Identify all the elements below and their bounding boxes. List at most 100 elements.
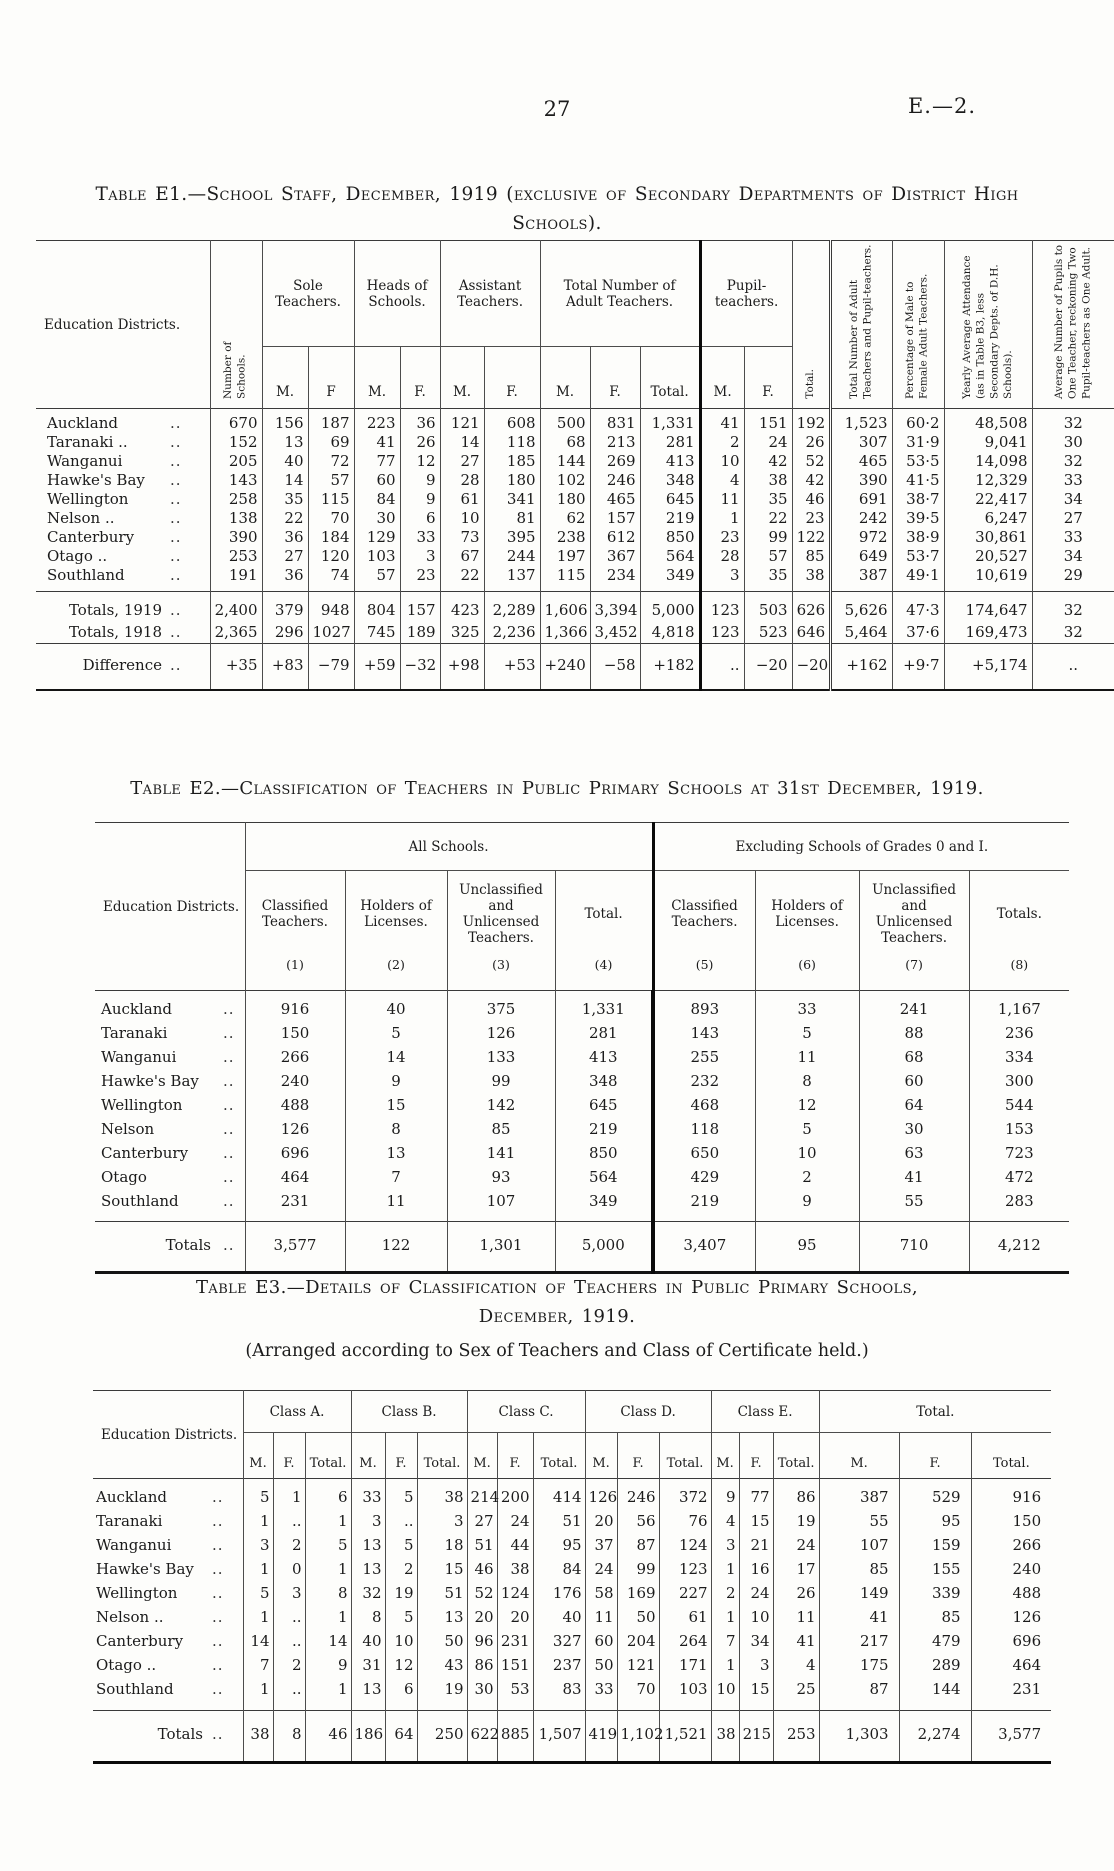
cell: 1,331: [639, 408, 701, 432]
cell: 33: [350, 1478, 386, 1509]
cell: 149: [818, 1581, 900, 1605]
cell: 269: [589, 451, 641, 470]
column-header: Total.: [970, 1432, 1052, 1479]
cell: Wellington: [47, 489, 129, 508]
cell: ..: [212, 1680, 224, 1698]
cell: 151: [496, 1653, 534, 1677]
column-header: Total.: [532, 1432, 586, 1479]
column-header: F: [307, 346, 355, 409]
cell: ..: [212, 1584, 224, 1602]
cell: 176: [532, 1581, 586, 1605]
cell: 85: [898, 1605, 972, 1629]
table-e3-subtitle: (Arranged according to Sex of Teachers a…: [245, 1341, 869, 1361]
cell: 73: [439, 527, 485, 546]
cell: 253: [772, 1710, 820, 1763]
column-header: Total.: [772, 1432, 820, 1479]
cell: 1: [242, 1677, 274, 1711]
column-number: (7): [858, 956, 970, 991]
cell: 5: [242, 1581, 274, 1605]
cell: 413: [639, 451, 701, 470]
cell: ..: [213, 1221, 246, 1273]
column-header: Class E.: [710, 1390, 820, 1433]
cell: 9,041: [943, 432, 1033, 451]
cell: 28: [439, 470, 485, 489]
column-header: Class D.: [584, 1390, 712, 1433]
cell: 3: [242, 1533, 274, 1557]
cell: 645: [554, 1093, 654, 1117]
cell: 103: [353, 546, 401, 565]
cell: Southland: [96, 1680, 174, 1698]
cell: 9: [710, 1478, 740, 1509]
cell: 215: [738, 1710, 774, 1763]
cell: 33: [584, 1677, 618, 1711]
cell: 723: [968, 1141, 1070, 1165]
cell: 1: [242, 1605, 274, 1629]
cell: Wanganui: [96, 1536, 172, 1554]
cell: 649: [828, 546, 893, 565]
cell: 38: [710, 1710, 740, 1763]
cell: 2: [272, 1533, 306, 1557]
cell: 84: [532, 1557, 586, 1581]
cell: Nelson ..: [47, 508, 115, 527]
cell: 5,626: [828, 591, 893, 621]
cell: 3: [698, 565, 745, 592]
cell: 258: [209, 489, 263, 508]
cell: 916: [970, 1478, 1052, 1509]
cell: 250: [416, 1710, 468, 1763]
cell: 885: [496, 1710, 534, 1763]
column-header: Class C.: [466, 1390, 586, 1433]
cell: +35: [209, 643, 263, 690]
table-e1: Education Districts. Number of Schools. …: [36, 240, 1114, 691]
cell: 10,619: [943, 565, 1033, 592]
cell: 32: [1031, 451, 1114, 470]
cell: 13: [261, 432, 309, 451]
cell: 2,289: [483, 591, 541, 621]
cell: 153: [968, 1117, 1070, 1141]
cell: Auckland: [95, 990, 213, 1021]
cell: 107: [446, 1189, 556, 1222]
cell: 126: [446, 1021, 556, 1045]
cell: 24: [738, 1581, 774, 1605]
column-header: M.: [353, 346, 401, 409]
cell: 464: [970, 1653, 1052, 1677]
table-row: Taranaki .... 152 13 69 41 26 14 118 68 213 281 2 24…: [36, 432, 1114, 451]
table-body: Auckland.. 670 156 187 223 36 121 608 500 831 1,33…: [36, 408, 1114, 592]
cell: 9: [304, 1653, 352, 1677]
cell: Totals, 1918: [68, 623, 162, 641]
cell: 53: [496, 1677, 534, 1711]
cell: 646: [791, 621, 831, 644]
cell: 244: [483, 546, 541, 565]
cell: 32: [1031, 621, 1114, 644]
column-header: M.: [710, 1432, 740, 1479]
cell: Canterbury: [101, 1144, 189, 1162]
cell: ..: [209, 1478, 244, 1509]
cell: +59: [353, 643, 401, 690]
cell: 20: [584, 1509, 618, 1533]
cell: ..: [170, 508, 182, 527]
cell: 608: [483, 408, 541, 432]
cell: 1: [304, 1605, 352, 1629]
cell: 465: [828, 451, 893, 470]
cell: 5,000: [554, 1221, 654, 1273]
cell: 281: [554, 1021, 654, 1045]
cell: 236: [968, 1021, 1070, 1045]
cell: 23: [698, 527, 745, 546]
cell: 57: [307, 470, 355, 489]
cell: 23: [791, 508, 831, 527]
table-row: Totals.. 3,577 122 1,301 5,000 3,407 95 710 4,21…: [95, 1221, 1070, 1273]
cell: 30: [353, 508, 401, 527]
table-row: Wanganui.. 266 14 133 413 255 11 68 334: [95, 1045, 1070, 1069]
cell: 38: [496, 1557, 534, 1581]
cell: 10: [738, 1605, 774, 1629]
cell: 348: [639, 470, 701, 489]
cell: ..: [212, 1608, 224, 1626]
cell: 8: [272, 1710, 306, 1763]
cell: 180: [539, 489, 591, 508]
cell: 564: [639, 546, 701, 565]
cell: 19: [384, 1581, 418, 1605]
cell: 126: [970, 1605, 1052, 1629]
table-row: Difference.. +35 +83 −79 +59 −32 +98 +53 +240 −58…: [36, 643, 1114, 690]
cell: 61: [658, 1605, 712, 1629]
cell: 20: [466, 1605, 498, 1629]
cell: 13: [344, 1141, 448, 1165]
